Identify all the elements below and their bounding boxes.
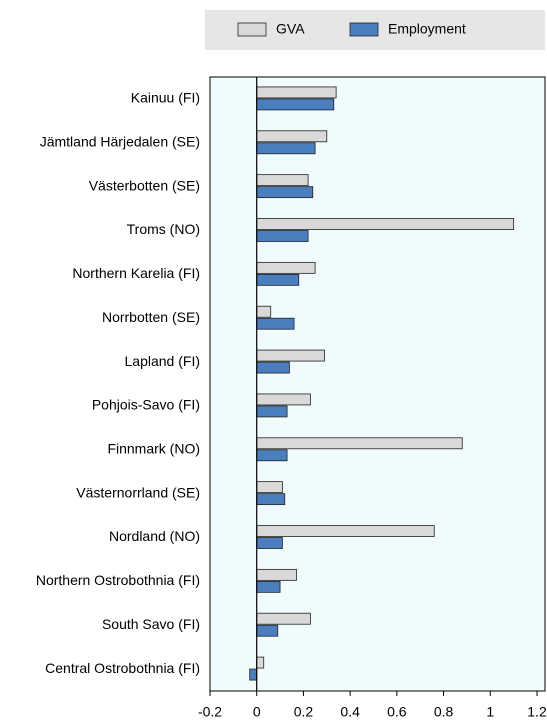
y-tick-label: Nordland (NO) <box>109 528 200 544</box>
bar <box>256 481 283 494</box>
bar <box>256 361 290 374</box>
bar <box>256 130 328 143</box>
bar <box>256 273 300 286</box>
y-tick-label: Northern Karelia (FI) <box>72 265 200 281</box>
bar <box>256 86 337 99</box>
y-tick-label: Pohjois-Savo (FI) <box>92 397 200 413</box>
bar <box>256 305 272 318</box>
y-tick-label: South Savo (FI) <box>102 616 200 632</box>
bar <box>256 142 316 155</box>
y-tick-label: Finnmark (NO) <box>107 440 200 456</box>
x-tick-label: 1 <box>486 704 494 720</box>
x-tick-label: 1.2 <box>527 704 547 720</box>
bar <box>256 174 309 187</box>
legend-label: GVA <box>276 21 305 37</box>
y-tick-label: Northern Ostrobothnia (FI) <box>36 572 200 588</box>
bar <box>256 437 463 450</box>
x-tick-label: -0.2 <box>198 704 222 720</box>
bar <box>256 317 295 330</box>
legend-label: Employment <box>388 21 466 37</box>
plot-area <box>209 76 546 692</box>
bar <box>256 186 314 199</box>
bar <box>256 656 265 669</box>
bar <box>256 449 288 462</box>
y-tick-label: Lapland (FI) <box>125 353 200 369</box>
x-tick-label: 0.4 <box>340 704 360 720</box>
y-tick-label: Norrbotten (SE) <box>102 309 200 325</box>
legend-swatch <box>349 22 379 37</box>
legend-swatch <box>237 22 267 37</box>
y-tick-label: Jämtland Härjedalen (SE) <box>40 133 200 149</box>
bar <box>256 580 281 593</box>
bar <box>256 405 288 418</box>
x-tick-label: 0.8 <box>434 704 454 720</box>
y-tick-label: Kainuu (FI) <box>131 90 200 106</box>
bar <box>256 218 515 230</box>
y-tick-label: Västernorrland (SE) <box>76 484 200 500</box>
bar <box>256 568 297 581</box>
bar <box>256 493 286 506</box>
bar <box>256 624 279 637</box>
x-tick-label: 0.2 <box>294 704 314 720</box>
x-tick-label: 0 <box>253 704 261 720</box>
bar <box>256 393 311 406</box>
bar <box>256 261 316 274</box>
bar <box>256 349 325 362</box>
bar <box>249 668 258 681</box>
bar <box>256 612 311 625</box>
bar <box>256 537 283 549</box>
y-tick-label: Central Ostrobothnia (FI) <box>45 660 200 676</box>
bar <box>256 525 435 537</box>
y-tick-label: Troms (NO) <box>127 221 200 237</box>
bar <box>256 98 335 111</box>
bar <box>256 230 309 242</box>
x-tick-label: 0.6 <box>387 704 407 720</box>
y-tick-label: Västerbotten (SE) <box>89 177 200 193</box>
